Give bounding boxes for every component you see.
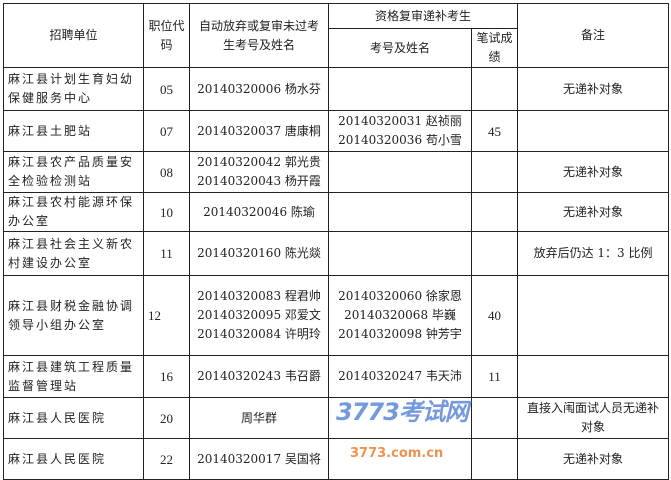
remark-cell bbox=[517, 355, 670, 398]
table-row: 麻江县建筑工程质量监督管理站 16 20140320243 韦召爵 201403202… bbox=[3, 355, 670, 398]
header-supplement-group: 资格复审递补考生 bbox=[327, 3, 519, 29]
supplement-cell bbox=[328, 192, 472, 232]
supplement-candidate: 20140320098 钟芳宇 bbox=[338, 327, 462, 341]
unit-cell: 麻江县人民医院 bbox=[3, 397, 144, 439]
supplement-cell bbox=[328, 231, 472, 276]
code-cell: 08 bbox=[143, 151, 190, 193]
header-supplement-id-name: 考号及姓名 bbox=[328, 28, 472, 68]
score-cell bbox=[470, 231, 519, 276]
code-cell: 10 bbox=[143, 192, 190, 232]
abandoned-cell: 周华群 bbox=[189, 397, 329, 439]
table-row: 麻江县土肥站 07 20140320037 唐康桐 20140320031 赵祯丽 20… bbox=[3, 110, 670, 152]
unit-cell: 麻江县财税金融协调领导小组办公室 bbox=[3, 275, 144, 356]
abandoned-cell: 20140320243 韦召爵 bbox=[189, 355, 329, 398]
abandoned-candidate: 20140320006 杨水芬 bbox=[197, 81, 321, 96]
score-cell bbox=[470, 67, 519, 111]
score-cell: 45 bbox=[470, 110, 519, 152]
abandoned-candidate: 周华群 bbox=[240, 410, 277, 425]
unit-cell: 麻江县农产品质量安全检验检测站 bbox=[3, 151, 144, 193]
remark-cell: 无递补对象 bbox=[517, 438, 670, 480]
supplement-cell: 20140320247 韦天沛 bbox=[328, 355, 472, 398]
abandoned-candidate: 20140320037 唐康桐 bbox=[197, 123, 321, 138]
supplement-candidates-table: 招聘单位 职位代码 自动放弃或复审未过考生考号及姓名 资格复审递补考生 备注 考… bbox=[3, 3, 670, 480]
abandoned-cell: 20140320083 程君帅 20140320095 邓爱文 2014032008… bbox=[189, 275, 329, 356]
code-cell: 12 bbox=[143, 275, 190, 356]
header-code: 职位代码 bbox=[143, 3, 190, 68]
header-remark: 备注 bbox=[517, 3, 670, 68]
abandoned-candidate: 20140320243 韦召爵 bbox=[197, 369, 321, 383]
supplement-candidate: 20140320036 苟小雪 bbox=[338, 133, 462, 147]
header-unit: 招聘单位 bbox=[3, 3, 144, 68]
table-row: 麻江县农产品质量安全检验检测站 08 20140320042 郭光贵 20140320… bbox=[3, 151, 670, 193]
abandoned-candidate: 20140320160 陈光燚 bbox=[197, 246, 321, 260]
abandoned-cell: 20140320042 郭光贵 20140320043 杨开霞 bbox=[189, 151, 329, 193]
supplement-candidate: 20140320031 赵祯丽 bbox=[338, 114, 462, 128]
score-cell bbox=[470, 151, 519, 193]
watermark-url: 3773.com.cn bbox=[350, 446, 444, 461]
table-row: 麻江县计划生育妇幼保健服务中心 05 20140320006 杨水芬 无递补对象 bbox=[3, 67, 670, 111]
supplement-candidate: 20140320068 毕巍 bbox=[344, 308, 456, 322]
supplement-candidate: 20140320060 徐家恩 bbox=[338, 289, 462, 303]
abandoned-candidate: 20140320083 程君帅 bbox=[197, 289, 321, 303]
score-cell bbox=[470, 397, 519, 439]
code-cell: 20 bbox=[143, 397, 190, 439]
abandoned-cell: 20140320037 唐康桐 bbox=[189, 110, 329, 152]
score-cell bbox=[470, 192, 519, 232]
supplement-candidate: 20140320247 韦天沛 bbox=[338, 369, 462, 383]
unit-cell: 麻江县建筑工程质量监督管理站 bbox=[3, 355, 144, 398]
table-row: 麻江县人民医院 22 20140320017 吴国将 无递补对象 bbox=[3, 438, 670, 480]
remark-cell: 无递补对象 bbox=[517, 67, 670, 111]
remark-cell: 放弃后仍达 1：3 比例 bbox=[517, 231, 670, 276]
abandoned-candidate: 20140320046 陈瑜 bbox=[203, 204, 315, 219]
abandoned-cell: 20140320046 陈瑜 bbox=[189, 192, 329, 232]
abandoned-cell: 20140320017 吴国将 bbox=[189, 438, 329, 480]
supplement-cell bbox=[328, 438, 472, 480]
remark-cell bbox=[517, 110, 670, 152]
unit-cell: 麻江县社会主义新农村建设办公室 bbox=[3, 231, 144, 276]
watermark-logo: 3773考试网 bbox=[336, 398, 469, 426]
supplement-cell: 20140320031 赵祯丽 20140320036 苟小雪 bbox=[328, 110, 472, 152]
code-cell: 11 bbox=[143, 231, 190, 276]
header-abandoned: 自动放弃或复审未过考生考号及姓名 bbox=[189, 3, 329, 68]
supplement-cell bbox=[328, 151, 472, 193]
abandoned-candidate: 20140320042 郭光贵 bbox=[197, 155, 321, 169]
score-cell: 40 bbox=[470, 275, 519, 356]
abandoned-cell: 20140320160 陈光燚 bbox=[189, 231, 329, 276]
remark-cell: 直接入闱面试人员无递补对象 bbox=[517, 397, 670, 439]
abandoned-candidate: 20140320095 邓爱文 bbox=[197, 308, 321, 322]
code-cell: 22 bbox=[143, 438, 190, 480]
table-row: 麻江县人民医院 20 周华群 直接入闱面试人员无递补对象 bbox=[3, 397, 670, 439]
code-cell: 16 bbox=[143, 355, 190, 398]
table-row: 麻江县财税金融协调领导小组办公室 12 20140320083 程君帅 2014032… bbox=[3, 275, 670, 356]
unit-cell: 麻江县农村能源环保办公室 bbox=[3, 192, 144, 232]
score-cell bbox=[470, 438, 519, 480]
code-cell: 07 bbox=[143, 110, 190, 152]
table-row: 麻江县社会主义新农村建设办公室 11 20140320160 陈光燚 放弃后仍达 1：… bbox=[3, 231, 670, 276]
unit-cell: 麻江县人民医院 bbox=[3, 438, 144, 480]
abandoned-cell: 20140320006 杨水芬 bbox=[189, 67, 329, 111]
remark-cell bbox=[517, 275, 670, 356]
remark-cell: 无递补对象 bbox=[517, 192, 670, 232]
abandoned-candidate: 20140320017 吴国将 bbox=[197, 451, 321, 466]
header-score: 笔试成绩 bbox=[470, 28, 519, 68]
table-row: 麻江县农村能源环保办公室 10 20140320046 陈瑜 无递补对象 bbox=[3, 192, 670, 232]
supplement-cell: 20140320060 徐家恩 20140320068 毕巍 20140320098… bbox=[328, 275, 472, 356]
unit-cell: 麻江县计划生育妇幼保健服务中心 bbox=[3, 67, 144, 111]
code-cell: 05 bbox=[143, 67, 190, 111]
abandoned-candidate: 20140320084 许明玲 bbox=[197, 327, 321, 341]
unit-cell: 麻江县土肥站 bbox=[3, 110, 144, 152]
score-cell: 11 bbox=[470, 355, 519, 398]
supplement-cell bbox=[328, 67, 472, 111]
abandoned-candidate: 20140320043 杨开霞 bbox=[197, 174, 321, 188]
remark-cell: 无递补对象 bbox=[517, 151, 670, 193]
